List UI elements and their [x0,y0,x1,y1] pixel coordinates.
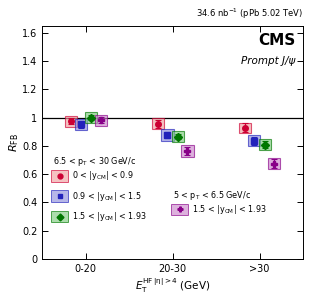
Text: 1.5 < |y$_{\rm CM}$| < 1.93: 1.5 < |y$_{\rm CM}$| < 1.93 [72,210,147,223]
Text: Prompt J/ψ: Prompt J/ψ [241,56,295,66]
Text: 0.9 < |y$_{\rm CM}$| < 1.5: 0.9 < |y$_{\rm CM}$| < 1.5 [72,190,142,203]
Text: 1.5 < |y$_{\rm CM}$| < 1.93: 1.5 < |y$_{\rm CM}$| < 1.93 [192,203,267,216]
Text: 34.6 nb$^{-1}$ (pPb 5.02 TeV): 34.6 nb$^{-1}$ (pPb 5.02 TeV) [196,7,303,21]
Bar [74,119,87,130]
Bar [162,129,174,140]
FancyBboxPatch shape [51,170,69,182]
Bar [239,123,251,133]
Text: 0 < |y$_{\rm CM}$| < 0.9: 0 < |y$_{\rm CM}$| < 0.9 [72,169,134,182]
FancyBboxPatch shape [171,204,188,215]
Bar [259,139,271,150]
Bar [268,158,281,169]
Bar [248,135,260,146]
Bar [181,145,193,156]
Text: 6.5 < p$_{\rm T}$ < 30 GeV/c: 6.5 < p$_{\rm T}$ < 30 GeV/c [53,155,136,168]
Bar [95,114,107,126]
Bar [152,118,164,129]
Bar [85,112,97,123]
FancyBboxPatch shape [51,190,69,202]
Bar [172,131,184,142]
X-axis label: $E_{\rm T}^{\rm HF\,|\eta|>4}$ (GeV): $E_{\rm T}^{\rm HF\,|\eta|>4}$ (GeV) [135,276,210,295]
Y-axis label: $R_{\rm FB}$: $R_{\rm FB}$ [7,133,21,152]
FancyBboxPatch shape [51,211,69,223]
Text: CMS: CMS [258,33,295,48]
Text: 5 < p$_{\rm T}$ < 6.5 GeV/c: 5 < p$_{\rm T}$ < 6.5 GeV/c [173,189,251,202]
Bar [65,116,77,127]
